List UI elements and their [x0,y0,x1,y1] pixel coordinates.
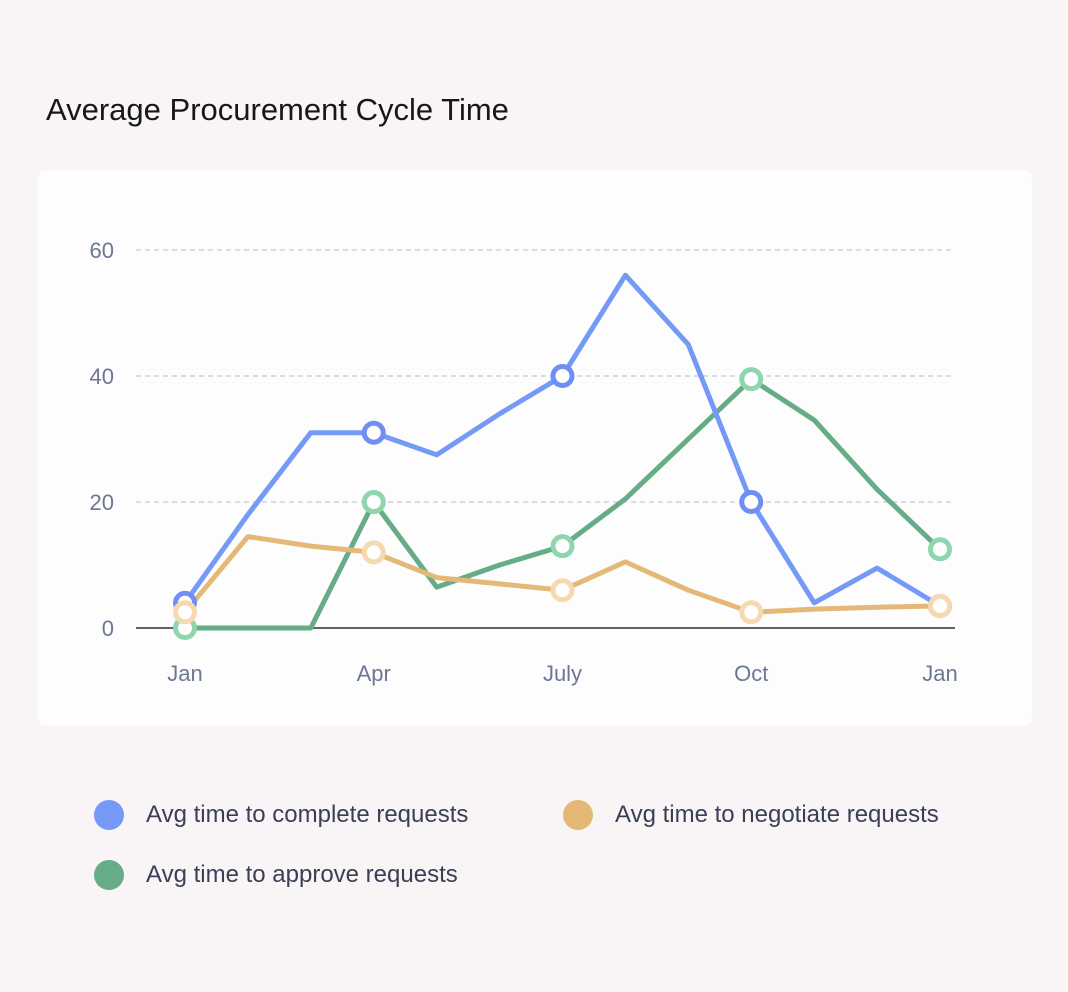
x-axis-ticks: Jan Apr July Oct Jan [167,661,957,686]
series-lines [182,272,943,631]
legend-swatch-complete [94,800,124,830]
legend-item-complete[interactable]: Avg time to complete requests [94,800,468,830]
data-point-marker [550,578,575,603]
legend-item-approve[interactable]: Avg time to approve requests [94,860,458,890]
chart-title: Average Procurement Cycle Time [46,92,509,127]
y-tick-label: 60 [90,238,114,263]
x-tick-label: Jan [922,661,957,686]
x-tick-label: Jan [167,661,202,686]
y-tick-label: 20 [90,490,114,515]
legend-swatch-negotiate [563,800,593,830]
x-tick-label: July [543,661,582,686]
line-chart: 0 20 40 60 Jan Apr July Oct Jan [90,238,958,686]
y-axis-ticks: 0 20 40 60 [90,238,114,641]
y-tick-label: 0 [102,616,114,641]
chart-card: 0 20 40 60 Jan Apr July Oct Jan [38,170,1032,726]
data-point-marker [928,593,952,618]
data-point-marker [361,490,386,514]
data-point-marker [361,540,386,565]
y-tick-label: 40 [90,364,114,389]
data-point-marker [739,600,764,625]
x-tick-label: Oct [734,661,768,686]
legend-label-complete: Avg time to complete requests [146,801,469,828]
data-point-marker [550,364,575,388]
data-point-marker [361,420,386,445]
data-point-marker [739,367,764,392]
data-point-marker [173,600,197,625]
data-point-marker [928,537,952,562]
legend-item-negotiate[interactable]: Avg time to negotiate requests [563,800,939,830]
legend-label-approve: Avg time to approve requests [146,861,458,888]
data-point-marker [550,534,575,559]
x-tick-label: Apr [357,661,391,686]
series-markers [173,364,952,640]
legend-label-negotiate: Avg time to negotiate requests [615,801,939,828]
legend-swatch-approve [94,860,124,890]
data-point-marker [739,490,764,514]
